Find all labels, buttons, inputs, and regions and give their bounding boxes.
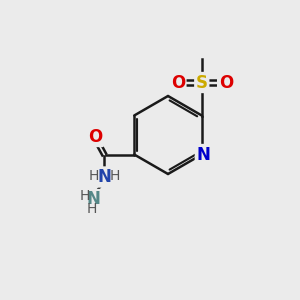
Text: S: S (196, 74, 208, 92)
Text: O: O (219, 74, 233, 92)
Text: H: H (87, 202, 98, 216)
Text: O: O (88, 128, 102, 146)
Text: N: N (97, 168, 111, 186)
Text: N: N (87, 190, 101, 208)
Text: N: N (196, 146, 210, 164)
Text: O: O (171, 74, 185, 92)
Text: H: H (80, 190, 90, 203)
Text: H: H (88, 169, 99, 182)
Text: H: H (110, 169, 120, 182)
